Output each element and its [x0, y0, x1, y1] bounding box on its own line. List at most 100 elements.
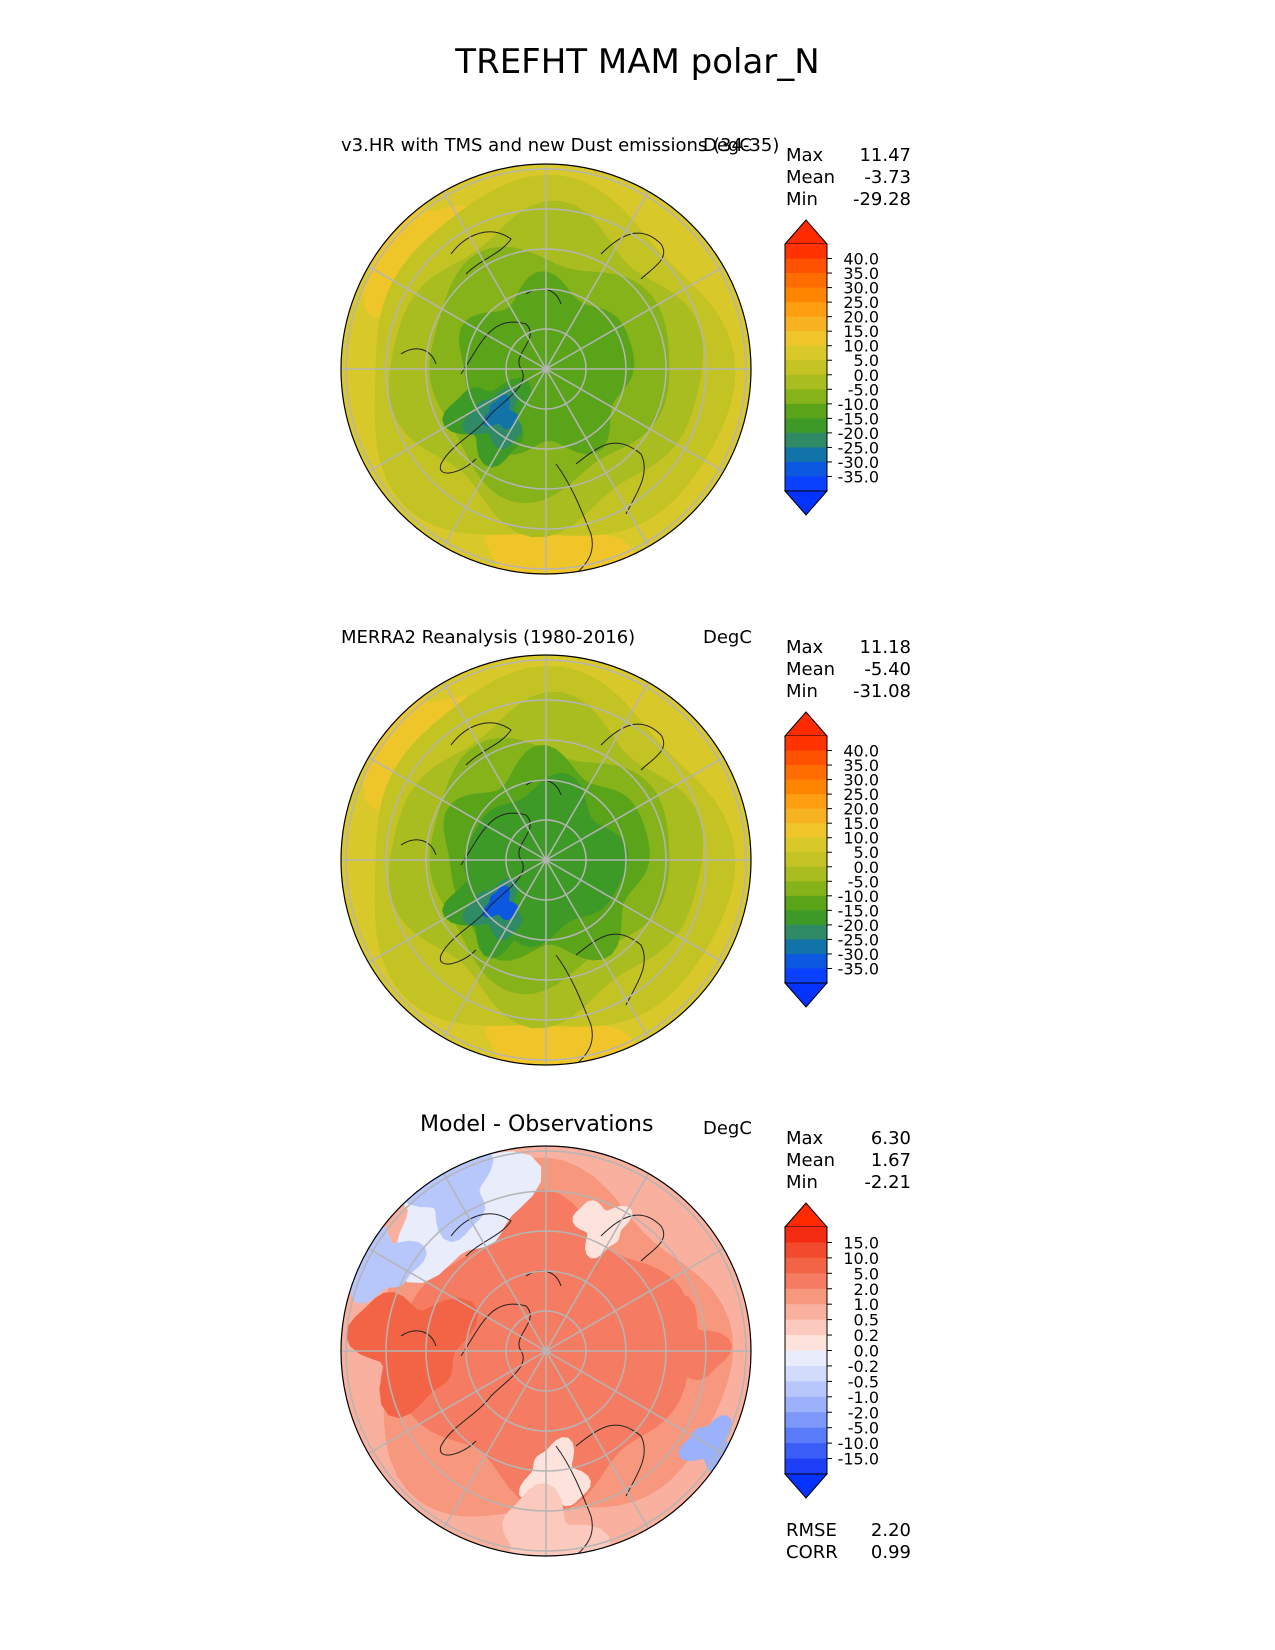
- stat-label: Mean: [786, 659, 836, 680]
- colorbar-tick-label: -25.0: [838, 438, 879, 457]
- colorbar-swatch: [785, 1227, 827, 1243]
- colorbar-tick-label: -10.0: [838, 395, 879, 414]
- colorbar-swatch: [785, 360, 827, 376]
- coastline: [450, 231, 512, 275]
- colorbar-swatch: [785, 476, 827, 492]
- colorbar-model: 40.035.030.025.020.015.010.05.00.0-5.0-1…: [783, 219, 879, 516]
- colorbar-swatch: [785, 866, 827, 882]
- colorbar-swatch: [785, 1458, 827, 1475]
- colorbar-swatch: [785, 1257, 827, 1274]
- stat-label: Mean: [786, 167, 836, 188]
- stat-value: 6.30: [870, 1128, 911, 1149]
- colorbar-tick-label: -5.0: [848, 1419, 879, 1438]
- colorbar-swatch: [785, 403, 827, 419]
- meridian-line: [442, 682, 650, 1038]
- colorbar-tick-label: -20.0: [838, 916, 879, 935]
- colorbar-swatch: [785, 1412, 827, 1429]
- stat-label: RMSE: [786, 1520, 837, 1541]
- polar-map-observations: [340, 654, 752, 1066]
- coastline: [575, 1424, 645, 1497]
- colorbar-swatch: [785, 808, 827, 824]
- stat-value: 2.20: [870, 1520, 911, 1541]
- colorbar-swatch: [785, 389, 827, 405]
- stat-value: -31.08: [852, 681, 911, 702]
- stat-value: -5.40: [864, 659, 911, 680]
- stat-value: 1.67: [870, 1150, 911, 1171]
- panel1-units: DegC: [703, 135, 752, 156]
- colorbar-tick-label: -10.0: [838, 887, 879, 906]
- colorbar-tick-label: 40.0: [843, 742, 879, 761]
- colorbar-tick-label: 35.0: [843, 756, 879, 775]
- colorbar-tick-label: -20.0: [838, 424, 879, 443]
- stat-label: Max: [786, 145, 824, 166]
- coastline: [400, 1330, 437, 1347]
- colorbar-swatch: [785, 432, 827, 448]
- stat-value: -2.21: [864, 1172, 911, 1193]
- stat-label: Mean: [786, 1150, 836, 1171]
- coastline: [600, 723, 664, 771]
- colorbar-tick-label: 5.0: [854, 843, 879, 862]
- colorbar-tick-label: -35.0: [838, 959, 879, 978]
- map-boundary: [340, 163, 752, 575]
- coastline: [555, 1445, 593, 1556]
- colorbar-swatch: [785, 1335, 827, 1351]
- coastline: [450, 1213, 512, 1257]
- colorbar-tick-label: 15.0: [843, 814, 879, 833]
- colorbar-swatch: [785, 823, 827, 839]
- colorbar-tick-label: -0.5: [848, 1372, 879, 1391]
- colorbar-swatch: [785, 1242, 827, 1259]
- colorbar-swatch: [785, 968, 827, 984]
- polar-map-difference: [340, 1145, 752, 1557]
- colorbar-swatch: [785, 939, 827, 955]
- colorbar-swatch: [785, 1427, 827, 1444]
- stat-label: Min: [786, 681, 818, 702]
- colorbar-swatch: [785, 910, 827, 926]
- colorbar-tick-label: 25.0: [843, 785, 879, 804]
- colorbar-swatch: [785, 895, 827, 911]
- colorbar-swatch: [785, 418, 827, 434]
- colorbar-swatch: [785, 953, 827, 969]
- colorbar-swatch: [785, 852, 827, 868]
- colorbar-tick-label: -1.0: [848, 1388, 879, 1407]
- colorbar-tick-label: -15.0: [838, 1450, 879, 1469]
- colorbar-swatch: [785, 924, 827, 940]
- colorbar-tick-label: 0.0: [854, 366, 879, 385]
- meridian-line: [442, 191, 650, 547]
- figure-title: TREFHT MAM polar_N: [455, 42, 820, 82]
- colorbar-swatch: [785, 273, 827, 289]
- colorbar-tick-label: -35.0: [838, 467, 879, 486]
- colorbar-swatch: [785, 1304, 827, 1321]
- stat-label: Max: [786, 1128, 824, 1149]
- colorbar-tick-label: -5.0: [848, 872, 879, 891]
- colorbar-tick-label: -30.0: [838, 945, 879, 964]
- colorbar-tick-label: 25.0: [843, 293, 879, 312]
- colorbar-tick-label: 2.0: [854, 1280, 879, 1299]
- colorbar-tick-label: 0.5: [854, 1311, 879, 1330]
- colorbar-swatch: [785, 881, 827, 897]
- colorbar-swatch: [785, 750, 827, 766]
- colorbar-tick-label: 5.0: [854, 351, 879, 370]
- coastline: [400, 348, 437, 365]
- colorbar-tick-label: 30.0: [843, 771, 879, 790]
- stat-label: CORR: [786, 1542, 838, 1563]
- stat-value: -3.73: [864, 167, 911, 188]
- panel3-rmse-corr: RMSE 2.20 CORR 0.99: [786, 1520, 911, 1564]
- colorbar-tick-label: -30.0: [838, 453, 879, 472]
- panel3-units: DegC: [703, 1118, 752, 1139]
- colorbar-under-arrow: [783, 1473, 829, 1499]
- colorbar-swatch: [785, 316, 827, 332]
- colorbar-difference: 15.010.05.02.01.00.50.20.0-0.2-0.5-1.0-2…: [783, 1202, 879, 1499]
- colorbar-swatch: [785, 244, 827, 260]
- map-boundary: [340, 1145, 752, 1557]
- colorbar-tick-label: 10.0: [843, 337, 879, 356]
- colorbar-over-arrow: [783, 219, 829, 245]
- stat-label: Max: [786, 637, 824, 658]
- coastline: [600, 1214, 664, 1262]
- coastline: [575, 933, 645, 1006]
- colorbar-tick-label: 30.0: [843, 279, 879, 298]
- colorbar-tick-label: 0.0: [854, 1342, 879, 1361]
- stat-value: 11.47: [859, 145, 911, 166]
- colorbar-swatch: [785, 1273, 827, 1290]
- colorbar-under-arrow: [783, 490, 829, 516]
- colorbar-swatch: [785, 736, 827, 752]
